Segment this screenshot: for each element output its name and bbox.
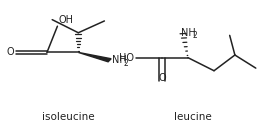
Text: 2: 2	[193, 31, 198, 40]
Text: NH: NH	[181, 28, 196, 38]
Text: 2: 2	[124, 59, 129, 68]
Polygon shape	[78, 52, 111, 62]
Text: O: O	[7, 47, 14, 57]
Text: NH: NH	[112, 55, 127, 65]
Text: OH: OH	[59, 15, 74, 25]
Text: isoleucine: isoleucine	[41, 112, 94, 122]
Text: O: O	[158, 73, 166, 83]
Text: leucine: leucine	[174, 112, 212, 122]
Text: HO: HO	[119, 53, 134, 63]
